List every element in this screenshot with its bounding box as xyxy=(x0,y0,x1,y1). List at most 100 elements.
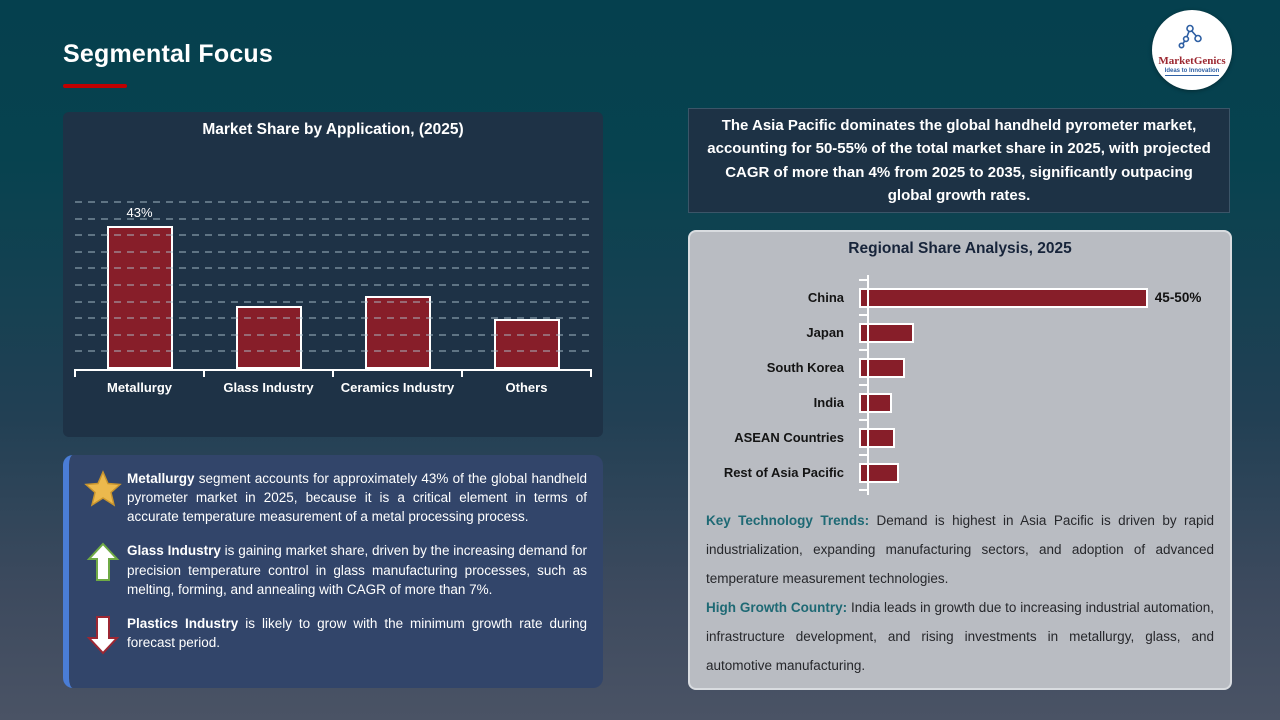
gridline xyxy=(75,284,591,286)
regional-chart-title: Regional Share Analysis, 2025 xyxy=(848,240,1072,257)
bar-slot-ceramics-industry xyxy=(333,203,462,369)
key-technology-trends-note: Key Technology Trends: Demand is highest… xyxy=(706,506,1214,593)
insight-text: Metallurgy segment accounts for approxim… xyxy=(127,469,587,526)
region-bar-area xyxy=(856,392,1212,413)
gridline xyxy=(75,250,591,253)
up-arrow-icon xyxy=(79,541,127,582)
logo-name: MarketGenics xyxy=(1158,54,1226,67)
application-chart-categories: Metallurgy Glass Industry Ceramics Industr… xyxy=(75,380,591,395)
region-label: Japan xyxy=(806,325,844,340)
insight-text: Glass Industry is gaining market share, … xyxy=(127,541,587,598)
application-chart-axis xyxy=(74,369,592,377)
bar-metallurgy xyxy=(106,226,173,369)
insight-bold: Metallurgy xyxy=(127,471,195,486)
headline-box: The Asia Pacific dominates the global ha… xyxy=(688,108,1230,213)
bar-slot-glass-industry xyxy=(204,203,333,369)
note-lead: High Growth Country: xyxy=(706,600,848,616)
application-chart-plot: 43% xyxy=(75,201,591,369)
note-body: Demand is highest in Asia Pacific is dri… xyxy=(706,513,1215,587)
region-bar xyxy=(859,392,893,413)
region-label: India xyxy=(813,395,844,410)
insights-panel: Metallurgy segment accounts for approxim… xyxy=(63,455,603,688)
axis-tick xyxy=(590,369,592,377)
application-chart-panel: Market Share by Application, (2025) 43% … xyxy=(63,112,603,437)
insight-glass: Glass Industry is gaining market share, … xyxy=(79,541,587,598)
region-bar-area: 45-50% xyxy=(856,287,1212,308)
axis-tick xyxy=(859,419,867,421)
gridline xyxy=(75,317,591,320)
headline-text: The Asia Pacific dominates the global ha… xyxy=(707,117,1211,204)
note-lead: Key Technology Trends: xyxy=(706,513,870,528)
region-bar xyxy=(859,287,1148,308)
regional-panel: Regional Share Analysis, 2025 China 45-50… xyxy=(688,230,1232,690)
region-value-label: 45-50% xyxy=(1154,290,1202,305)
bar-ceramics-industry xyxy=(364,295,431,369)
insight-bold: Glass Industry xyxy=(127,543,221,559)
regional-axis xyxy=(867,275,869,495)
axis-tick xyxy=(461,369,463,377)
insight-body: is likely to grow with the minimum growt… xyxy=(127,615,587,651)
region-label: ASEAN Countries xyxy=(734,430,844,445)
axis-tick xyxy=(859,349,867,351)
region-bar-area xyxy=(856,357,1212,378)
bar-value-label: 43% xyxy=(126,205,153,221)
gridline xyxy=(75,234,591,237)
axis-tick xyxy=(859,384,867,386)
regional-notes: Key Technology Trends: Demand is highest… xyxy=(690,490,1230,680)
region-label: China xyxy=(807,290,844,305)
category-label: Ceramics Industry xyxy=(340,380,455,395)
title-underline xyxy=(63,84,127,88)
axis-tick xyxy=(332,369,334,377)
region-bar xyxy=(859,322,914,343)
regional-chart: China 45-50% Japan South Korea India ASEAN Co… xyxy=(706,275,1212,495)
application-chart-title: Market Share by Application, (2025) xyxy=(202,121,464,138)
region-row-india: India xyxy=(706,385,1212,420)
region-bar-area xyxy=(856,427,1212,448)
axis-tick xyxy=(859,314,867,316)
region-label: Rest of Asia Pacific xyxy=(723,465,844,480)
region-row-asean-countries: ASEAN Countries xyxy=(706,420,1212,455)
axis-tick xyxy=(859,489,867,491)
region-row-china: China 45-50% xyxy=(706,280,1212,315)
gridline xyxy=(75,217,591,220)
gridline xyxy=(75,333,591,336)
gridline xyxy=(75,350,591,353)
bar-slot-others xyxy=(462,203,591,369)
gridline xyxy=(75,201,591,203)
page-title: Segmental Focus xyxy=(63,40,273,68)
insight-body: segment accounts for approximately 43% o… xyxy=(127,471,587,525)
star-icon xyxy=(79,469,127,507)
marketgenics-logo: MarketGenics Ideas to Innovation xyxy=(1152,10,1232,90)
application-chart-bars: 43% xyxy=(75,203,591,369)
region-label: South Korea xyxy=(766,360,844,375)
bar-others xyxy=(493,319,560,369)
region-bar-area xyxy=(856,462,1212,483)
insight-bold: Plastics Industry xyxy=(127,615,239,631)
logo-tagline: Ideas to Innovation xyxy=(1164,67,1220,77)
region-row-south-korea: South Korea xyxy=(706,350,1212,385)
gridline xyxy=(75,300,591,303)
axis-tick xyxy=(859,279,867,281)
axis-tick xyxy=(74,369,76,377)
axis-tick xyxy=(859,454,867,456)
category-label: Others xyxy=(505,380,548,395)
region-row-japan: Japan xyxy=(706,315,1212,350)
region-bar xyxy=(859,427,896,448)
region-bar-area xyxy=(856,322,1212,343)
gridline xyxy=(75,267,591,270)
note-body: India leads in growth due to increasing … xyxy=(706,600,1214,674)
region-bar xyxy=(859,357,905,378)
down-arrow-icon xyxy=(79,614,127,655)
insight-body: is gaining market share, driven by the i… xyxy=(127,543,587,597)
category-label: Metallurgy xyxy=(106,380,172,395)
high-growth-country-note: High Growth Country: India leads in grow… xyxy=(706,593,1214,680)
insight-text: Plastics Industry is likely to grow with… xyxy=(127,614,587,652)
bar-slot-metallurgy: 43% xyxy=(75,203,204,369)
category-label: Glass Industry xyxy=(223,380,314,395)
axis-tick xyxy=(203,369,205,377)
bar-glass-industry xyxy=(235,305,302,369)
region-row-rest-of-asia-pacific: Rest of Asia Pacific xyxy=(706,455,1212,490)
region-bar xyxy=(859,462,899,483)
insight-metallurgy: Metallurgy segment accounts for approxim… xyxy=(79,469,587,526)
